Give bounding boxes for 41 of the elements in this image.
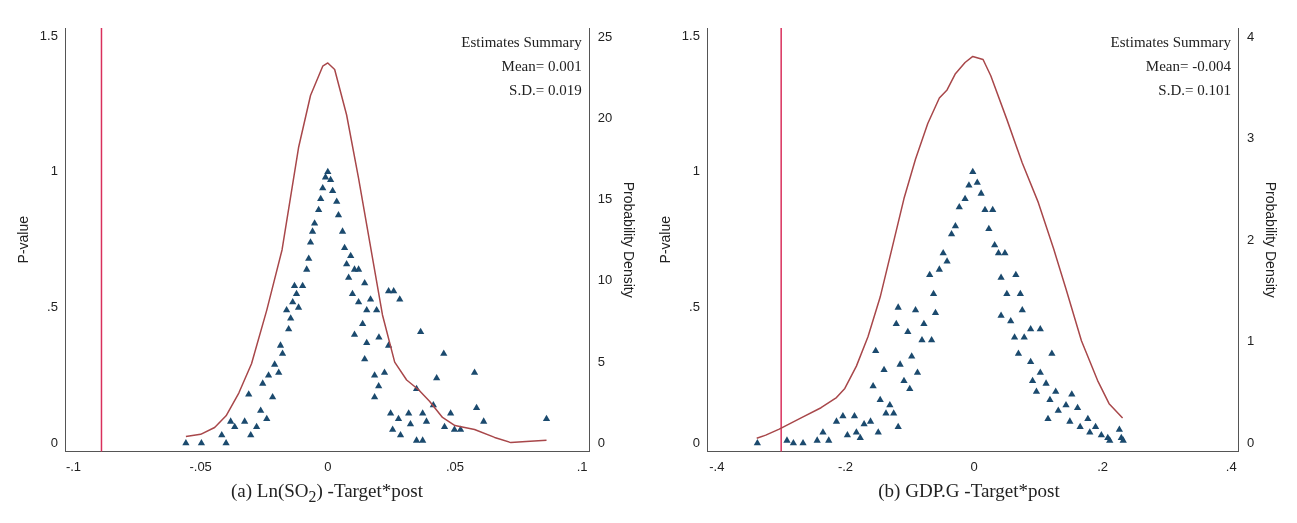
y2-tick-label: 20: [597, 109, 613, 125]
annotation: S.D.= 0.101: [1158, 82, 1231, 99]
y-tick-label: 1.5: [681, 27, 700, 43]
annotation: S.D.= 0.019: [509, 82, 582, 99]
y-axis-title: P-value: [657, 215, 674, 264]
y-tick-label: 0: [50, 434, 58, 450]
y-tick-label: 1: [692, 163, 700, 179]
x-tick-label: 0: [324, 458, 332, 474]
y2-tick-label: 25: [597, 28, 613, 44]
annotation: Mean= 0.001: [501, 58, 582, 75]
y2-axis-title: Probability Density: [620, 181, 637, 298]
y2-tick-label: 3: [1246, 130, 1255, 146]
y-tick-label: .5: [47, 299, 58, 315]
y2-tick-label: 1: [1246, 333, 1255, 349]
annotation: Estimates Summary: [461, 34, 583, 51]
x-tick-label: .05: [445, 458, 464, 474]
x-tick-label: .1: [576, 458, 588, 474]
y2-tick-label: 2: [1246, 231, 1255, 247]
x-tick-label: 0: [970, 458, 978, 474]
y2-tick-label: 15: [597, 191, 613, 207]
y-axis-title: P-value: [15, 215, 32, 264]
y-tick-label: .5: [689, 299, 700, 315]
x-tick-label: .2: [1097, 458, 1109, 474]
annotation: Estimates Summary: [1110, 34, 1232, 51]
x-tick-label: .4: [1225, 458, 1237, 474]
y-tick-label: 1.5: [39, 27, 58, 43]
y2-tick-label: 0: [597, 435, 605, 451]
y2-axis-title: Probability Density: [1262, 181, 1279, 298]
y2-tick-label: 10: [597, 272, 613, 288]
x-tick-label: -.4: [709, 458, 725, 474]
y-tick-label: 1: [50, 163, 58, 179]
x-tick-label: -.1: [65, 458, 82, 474]
annotation: Mean= -0.004: [1145, 58, 1232, 75]
x-tick-label: -.05: [189, 458, 212, 474]
y2-tick-label: 5: [597, 353, 605, 369]
x-axis-title: (a) Ln(SO$_{2}$) -Target*post: [231, 480, 423, 506]
y-tick-label: 0: [692, 434, 700, 450]
x-tick-label: -.2: [837, 458, 854, 474]
y2-tick-label: 0: [1246, 434, 1255, 450]
y2-tick-label: 4: [1246, 28, 1255, 44]
x-axis-title: (b) GDP.G -Target*post: [878, 480, 1060, 502]
